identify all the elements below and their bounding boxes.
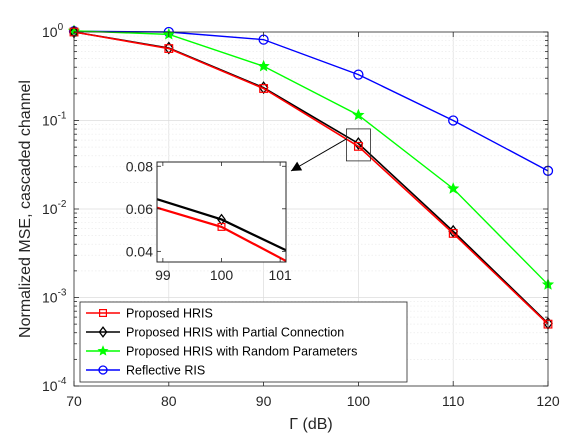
star-marker: [97, 345, 109, 356]
legend-item-reflective-ris: Reflective RIS: [86, 364, 205, 378]
zoom-annotation: [290, 128, 371, 172]
legend-item-proposed-hris-with-partial-connection: Proposed HRIS with Partial Connection: [86, 326, 344, 340]
circle-marker: [98, 365, 108, 375]
x-tick-label: 90: [256, 393, 272, 409]
legend-item-proposed-hris: Proposed HRIS: [86, 307, 213, 321]
x-tick-label: 80: [161, 393, 177, 409]
circle-marker: [353, 69, 364, 80]
zoom-arrowhead: [291, 161, 303, 171]
inset-y-tick-label: 0.08: [126, 158, 153, 174]
star-marker: [352, 108, 365, 121]
inset-x-tick-label: 101: [268, 267, 292, 283]
inset-series-line: [156, 206, 287, 262]
x-tick-label: 120: [536, 393, 560, 409]
x-tick-label: 70: [66, 393, 82, 409]
square-marker: [353, 141, 363, 151]
series-line: [73, 30, 549, 286]
inset-series-proposed-hris: [156, 206, 287, 262]
zoom-arrow: [290, 138, 347, 172]
x-tick-label: 100: [347, 393, 371, 409]
diamond-marker: [217, 213, 226, 226]
legend-label: Proposed HRIS with Random Parameters: [126, 345, 357, 359]
square-marker: [259, 84, 269, 93]
legend-label: Proposed HRIS: [126, 307, 213, 321]
legend-box: [79, 301, 408, 383]
legend: Proposed HRIS Proposed HRIS with Partial …: [79, 301, 408, 383]
diamond-marker: [258, 81, 269, 95]
inset-x-tick-label: 100: [210, 267, 234, 283]
legend-label: Proposed HRIS with Partial Connection: [126, 326, 344, 340]
x-axis-label: Γ (dB): [289, 416, 332, 433]
inset-series-line: [156, 198, 287, 252]
square-marker: [98, 309, 107, 318]
inset-y-tick-label: 0.06: [126, 201, 153, 217]
inset-x-tick-label: 99: [155, 267, 171, 283]
legend-item-proposed-hris-with-random-parameters: Proposed HRIS with Random Parameters: [86, 345, 357, 359]
star-marker: [257, 59, 270, 72]
inset-background: [157, 162, 286, 262]
star-marker: [447, 182, 460, 194]
circle-marker: [448, 115, 459, 126]
square-marker: [448, 228, 458, 238]
square-marker: [164, 44, 174, 53]
inset-zoom-plot: 99 100 101 0.08 0.06 0.04: [126, 158, 292, 283]
square-marker: [217, 222, 226, 231]
y-axis-label: Normalized MSE, cascaded channel: [17, 80, 34, 338]
inset-series-proposed-hris-with-partial-connection: [156, 198, 287, 252]
series-line: [73, 31, 549, 325]
diamond-marker: [98, 326, 108, 338]
inset-y-tick-label: 0.04: [126, 243, 153, 259]
legend-label: Reflective RIS: [126, 364, 205, 378]
diamond-marker: [353, 136, 364, 150]
zoom-box: [345, 128, 371, 162]
x-tick-label: 110: [442, 393, 465, 409]
diamond-marker: [163, 41, 174, 55]
